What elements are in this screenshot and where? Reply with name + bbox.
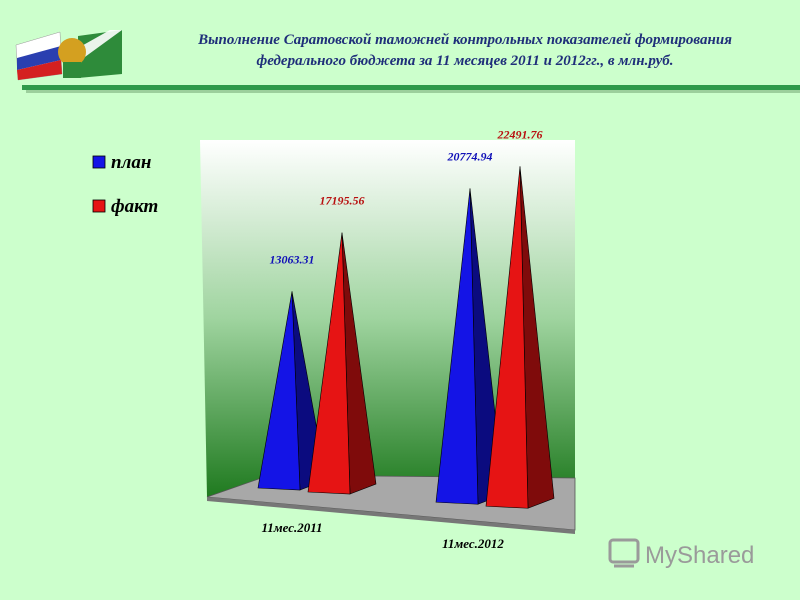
legend-swatch	[92, 199, 106, 213]
value-label: 17195.56	[320, 194, 365, 208]
pyramid-front	[307, 232, 351, 495]
watermark: MyShared	[608, 538, 754, 569]
legend-swatch	[92, 155, 106, 169]
category-label: 11мес.2012	[442, 536, 504, 551]
value-label: 22491.76	[497, 127, 543, 141]
pyramid-front	[485, 166, 529, 509]
legend-label: факт	[111, 196, 158, 217]
watermark-text: MyShared	[645, 542, 754, 569]
pyramid	[485, 166, 555, 509]
legend-label: план	[111, 152, 151, 173]
value-label: 20774.94	[447, 149, 493, 163]
logo	[15, 30, 122, 81]
pyramid-front	[435, 188, 479, 505]
divider-shadow	[26, 90, 800, 93]
title-line: Выполнение Саратовской таможней контроль…	[197, 32, 732, 48]
floor-edge	[207, 497, 575, 534]
category-label: 11мес.2011	[261, 520, 322, 535]
divider	[22, 85, 800, 90]
pyramid	[307, 232, 377, 495]
pyramid-front	[257, 291, 301, 491]
value-label: 13063.31	[270, 252, 315, 266]
plot: 13063.31 17195.56 20774.94 22491.76	[257, 127, 555, 509]
title-line: федерального бюджета за 11 месяцев 2011 …	[256, 53, 673, 69]
